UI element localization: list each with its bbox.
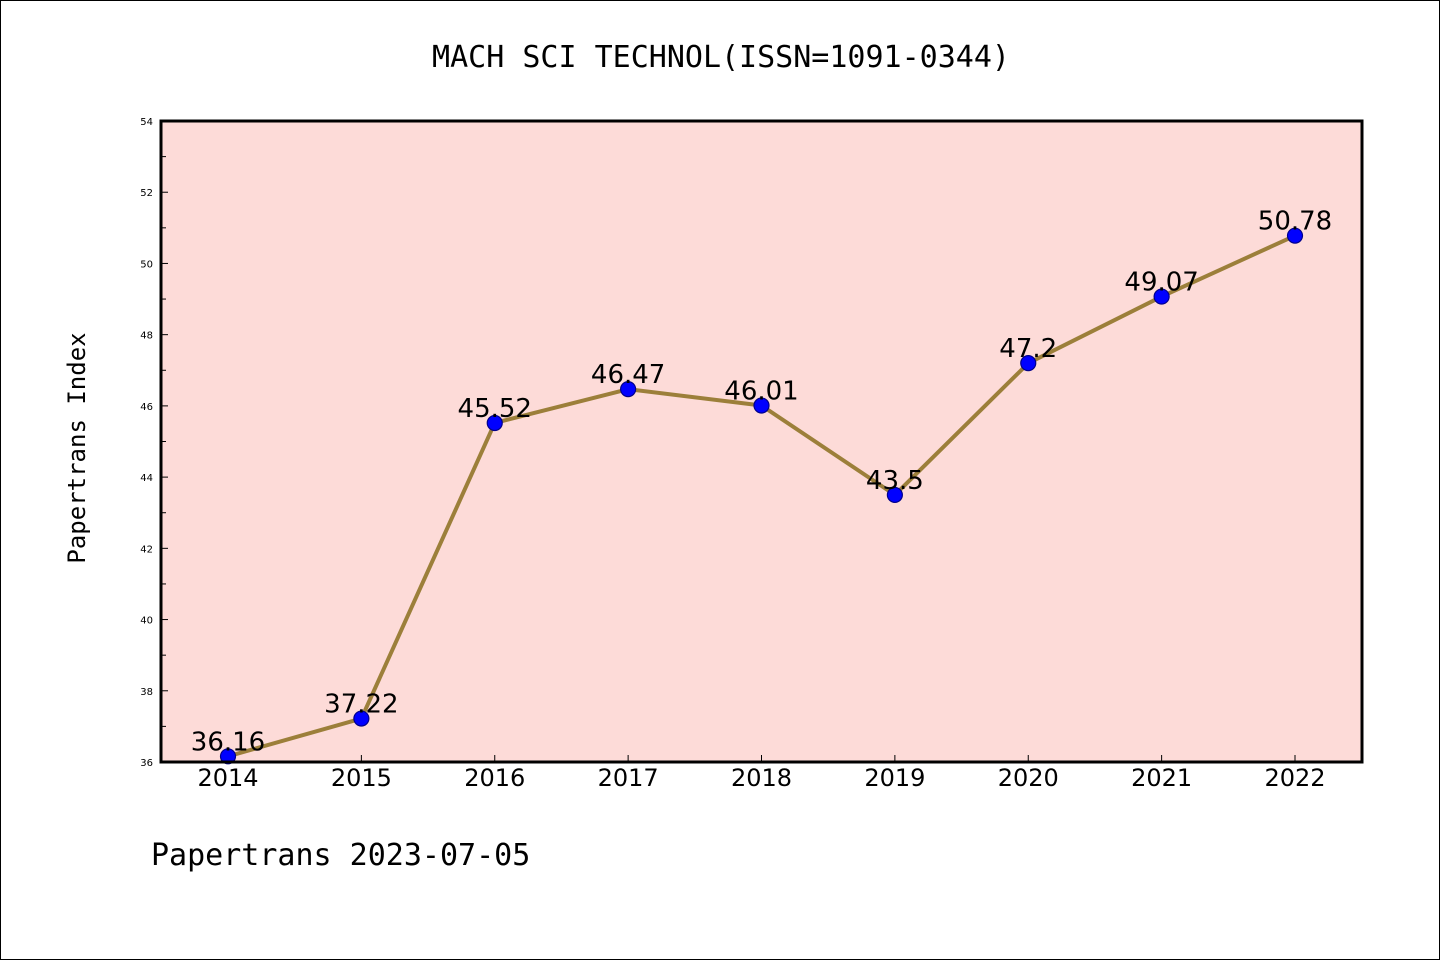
footer-date-text: Papertrans 2023-07-05: [151, 838, 530, 873]
x-tick-label: 2022: [1264, 764, 1325, 792]
x-tick-label: 2017: [598, 764, 659, 792]
data-point-label: 46.47: [591, 360, 665, 390]
plot-border: [159, 119, 1364, 764]
x-tick-label: 2014: [197, 764, 258, 792]
x-tick-label: 2019: [864, 764, 925, 792]
data-point-marker: [753, 397, 770, 414]
data-labels: 36.16 37.22 45.52 46.47 46.01 43.5 47.2 49.07 50…: [191, 207, 1332, 758]
y-tick-label: 42: [140, 544, 153, 555]
y-tick-label: 50: [140, 259, 153, 270]
y-axis: 36 38 40 42 44 46 48 50 52 54: [140, 117, 168, 769]
data-point-label: 36.16: [191, 727, 265, 757]
plot-area: [161, 121, 1362, 762]
x-tick-label: 2015: [331, 764, 392, 792]
data-point-label: 47.2: [999, 334, 1057, 364]
data-markers: [219, 227, 1304, 765]
x-tick-label: 2021: [1131, 764, 1192, 792]
data-point-label: 43.5: [866, 466, 924, 496]
x-tick-label: 2018: [731, 764, 792, 792]
data-point-label: 37.22: [324, 690, 398, 720]
y-tick-label: 46: [140, 402, 153, 413]
data-point-label: 45.52: [458, 394, 532, 424]
y-tick-label: 48: [140, 331, 153, 342]
data-point-marker: [1153, 288, 1170, 305]
data-point-label: 49.07: [1124, 268, 1198, 298]
y-tick-label: 38: [140, 687, 153, 698]
y-tick-label: 54: [140, 117, 153, 128]
data-point-marker: [486, 414, 503, 432]
data-point-label: 50.78: [1258, 207, 1332, 237]
data-point-marker: [219, 748, 237, 765]
data-point-marker: [886, 486, 903, 504]
chart-title: MACH SCI TECHNOL(ISSN=1091-0344): [432, 40, 1010, 75]
y-tick-label: 36: [140, 758, 153, 769]
data-point-marker: [1020, 355, 1037, 372]
y-tick-label: 44: [140, 473, 153, 484]
x-tick-label: 2016: [464, 764, 525, 792]
y-tick-label: 52: [140, 188, 153, 199]
data-point-marker: [620, 381, 637, 398]
data-point-label: 46.01: [724, 377, 798, 407]
x-axis: 2014 2015 2016 2017 2018 2019 2020 2021 2022: [197, 755, 1326, 792]
data-point-marker: [1286, 227, 1304, 244]
x-tick-label: 2020: [998, 764, 1059, 792]
data-point-marker: [353, 710, 370, 727]
y-axis-label: Papertrans Index: [63, 332, 91, 563]
y-tick-label: 40: [140, 616, 153, 627]
